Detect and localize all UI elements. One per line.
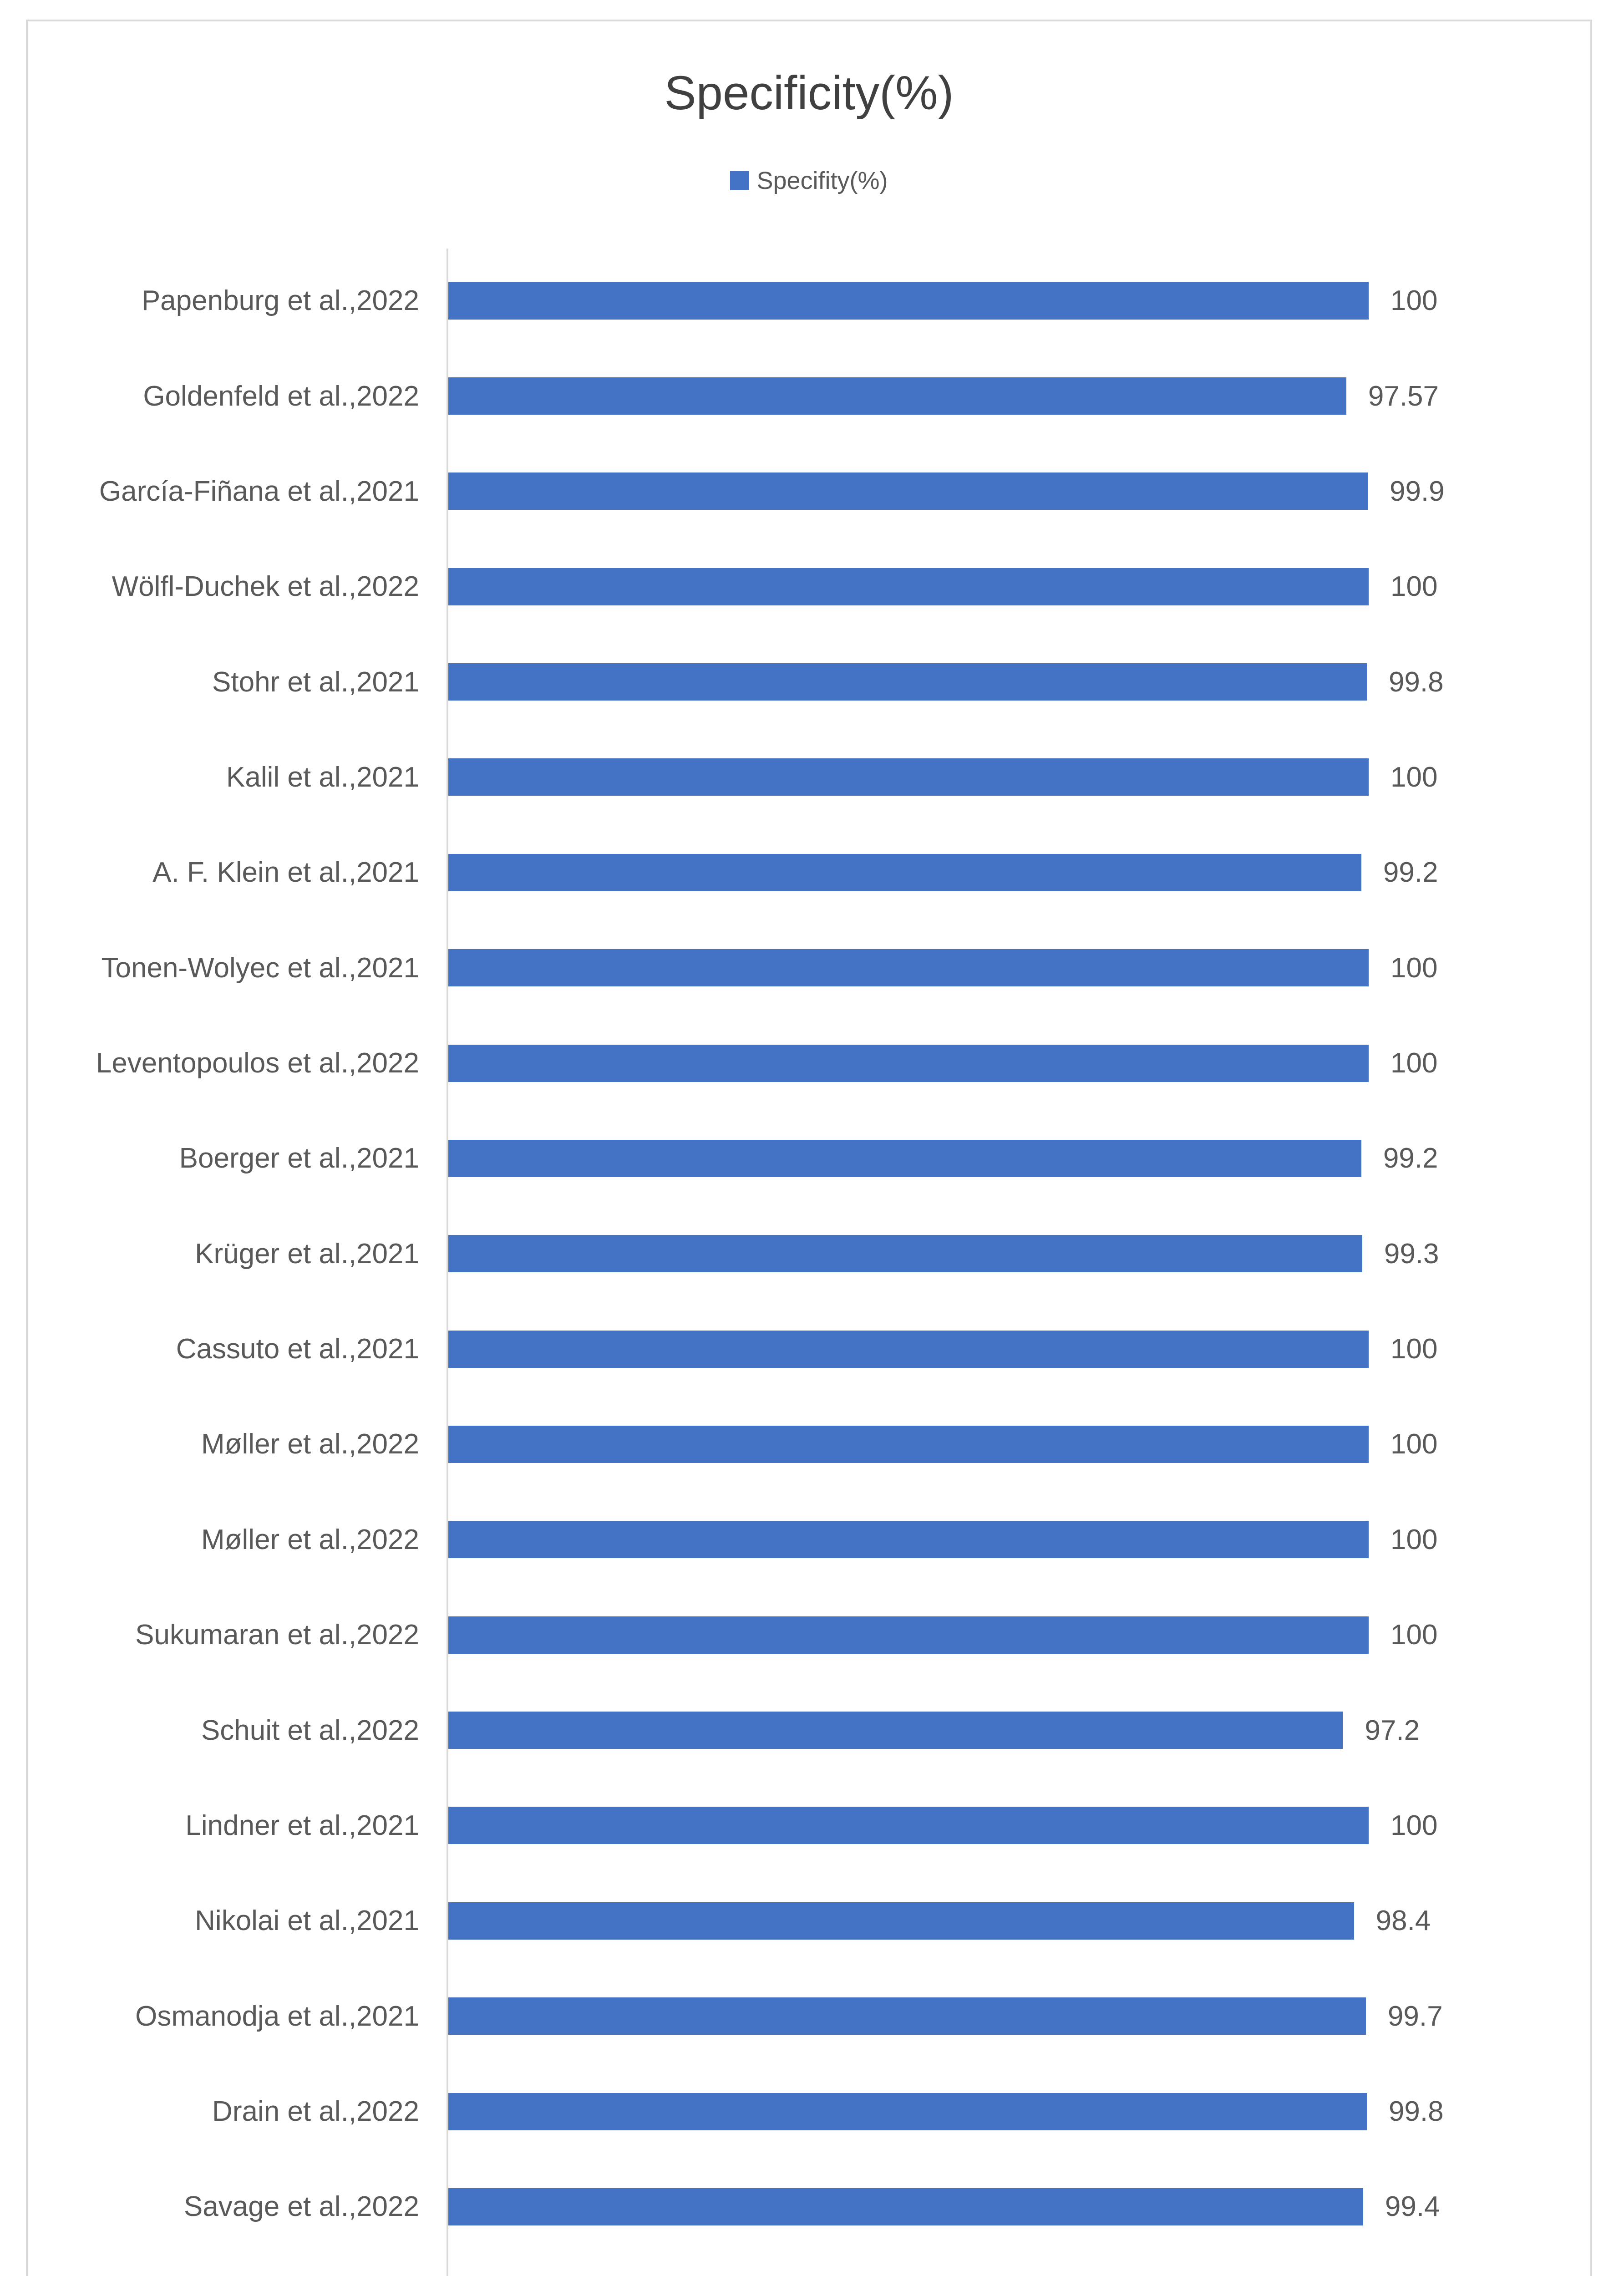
bar-row: Wölfl-Duchek et al.,2022 100	[28, 539, 1590, 634]
bar-row: Stohr et al.,2021 99.8	[28, 634, 1590, 729]
bar	[448, 1425, 1369, 1463]
bar	[448, 758, 1369, 796]
bar-row: Lindner et al.,2021 100	[28, 1778, 1590, 1873]
value-label: 99.8	[1388, 666, 1444, 698]
value-label: 99.4	[1385, 2191, 1440, 2223]
bar	[448, 1235, 1362, 1273]
bar	[448, 1997, 1366, 2035]
category-label: Leventopoulos et al.,2022	[96, 1047, 419, 1079]
bar	[448, 1139, 1361, 1177]
chart-title: Specificity(%)	[664, 66, 954, 120]
bar	[448, 2188, 1363, 2225]
value-label: 99.8	[1388, 2096, 1444, 2127]
bar	[448, 377, 1346, 415]
bar-row: Tonen-Wolyec et al.,2021 100	[28, 920, 1590, 1016]
bar-row: Schuit et al.,2022 97.2	[28, 1682, 1590, 1778]
plot-area: Papenburg et al.,2022 100 Goldenfeld et al…	[28, 249, 1590, 2276]
category-label: Nikolai et al.,2021	[195, 1905, 419, 1937]
value-label: 99.9	[1389, 475, 1445, 507]
value-label: 99.3	[1384, 1238, 1439, 1270]
bar	[448, 1807, 1369, 1844]
bar	[448, 568, 1369, 605]
bar-row: García-Fiñana et al.,2021 99.9	[28, 444, 1590, 539]
bar-rows: Papenburg et al.,2022 100 Goldenfeld et al…	[28, 253, 1590, 2276]
bar-row: Nikolai et al.,2021 98.4	[28, 1873, 1590, 1968]
bar-row: Savage et al.,2022 99.4	[28, 2159, 1590, 2254]
category-label: Krüger et al.,2021	[195, 1238, 419, 1270]
value-label: 99.2	[1383, 1143, 1438, 1174]
bar-row: Drain et al.,2022 99.8	[28, 2064, 1590, 2159]
bar	[448, 1044, 1369, 1082]
chart-frame: Specificity(%) Specifity(%) Papenburg et…	[26, 20, 1592, 2276]
category-label: Sukumaran et al.,2022	[135, 1619, 419, 1651]
category-label: Tonen-Wolyec et al.,2021	[101, 952, 420, 984]
value-label: 100	[1391, 1333, 1438, 1365]
bar-row: Sukumaran et al.,2022 100	[28, 1587, 1590, 1682]
bar	[448, 1902, 1354, 1940]
value-label: 100	[1391, 1524, 1438, 1555]
bar-row: Ahmed et al., 202298.00	[28, 2255, 1590, 2276]
category-axis-line	[447, 249, 448, 2276]
value-label: 99.7	[1387, 2000, 1443, 2032]
value-label: 98.4	[1375, 1905, 1431, 1937]
bar-row: Goldenfeld et al.,2022 97.57	[28, 348, 1590, 443]
category-label: Savage et al.,2022	[183, 2191, 419, 2223]
bar	[448, 1330, 1369, 1368]
bar	[448, 949, 1369, 987]
bar-row: Boerger et al.,2021 99.2	[28, 1111, 1590, 1206]
value-label: 100	[1391, 952, 1438, 984]
category-label: Kalil et al.,2021	[226, 761, 419, 793]
value-label: 99.2	[1383, 857, 1438, 889]
category-label: Schuit et al.,2022	[201, 1714, 419, 1746]
bar	[448, 1712, 1343, 1749]
bar-row: Osmanodja et al.,2021 99.7	[28, 1968, 1590, 2063]
category-label: A. F. Klein et al.,2021	[152, 857, 419, 889]
category-label: Lindner et al.,2021	[185, 1809, 419, 1841]
category-label: García-Fiñana et al.,2021	[99, 475, 419, 507]
value-label: 100	[1391, 1809, 1438, 1841]
bar	[448, 1616, 1369, 1654]
category-label: Boerger et al.,2021	[179, 1143, 419, 1174]
category-label: Møller et al.,2022	[201, 1428, 419, 1460]
bar	[448, 854, 1361, 891]
bar-row: Kalil et al.,2021 100	[28, 730, 1590, 825]
value-label: 97.2	[1365, 1714, 1420, 1746]
legend: Specifity(%)	[28, 160, 1590, 201]
category-label: Drain et al.,2022	[212, 2096, 419, 2127]
bar	[448, 472, 1368, 510]
bar-row: Papenburg et al.,2022 100	[28, 253, 1590, 348]
value-label: 100	[1391, 571, 1438, 603]
bar	[448, 663, 1367, 701]
bar	[448, 1521, 1369, 1559]
bar-row: Cassuto et al.,2021 100	[28, 1301, 1590, 1397]
category-label: Papenburg et al.,2022	[141, 285, 419, 317]
legend-label: Specifity(%)	[756, 167, 888, 194]
value-label: 100	[1391, 285, 1438, 317]
legend-marker-icon	[730, 171, 750, 190]
bar-row: A. F. Klein et al.,2021 99.2	[28, 825, 1590, 920]
category-label: Wölfl-Duchek et al.,2022	[112, 571, 419, 603]
bar-row: Krüger et al.,2021 99.3	[28, 1206, 1590, 1301]
category-label: Møller et al.,2022	[201, 1524, 419, 1555]
category-label: Cassuto et al.,2021	[176, 1333, 419, 1365]
bar	[448, 282, 1369, 320]
value-label: 100	[1391, 1619, 1438, 1651]
value-label: 97.57	[1368, 380, 1439, 412]
value-label: 100	[1391, 1047, 1438, 1079]
bar	[448, 2093, 1367, 2130]
value-label: 100	[1391, 761, 1438, 793]
category-label: Goldenfeld et al.,2022	[143, 380, 419, 412]
bar-row: Møller et al.,2022 100	[28, 1492, 1590, 1587]
category-label: Osmanodja et al.,2021	[135, 2000, 419, 2032]
value-label: 100	[1391, 1428, 1438, 1460]
bar-row: Leventopoulos et al.,2022 100	[28, 1016, 1590, 1111]
bar-row: Møller et al.,2022 100	[28, 1397, 1590, 1492]
category-label: Stohr et al.,2021	[212, 666, 419, 698]
